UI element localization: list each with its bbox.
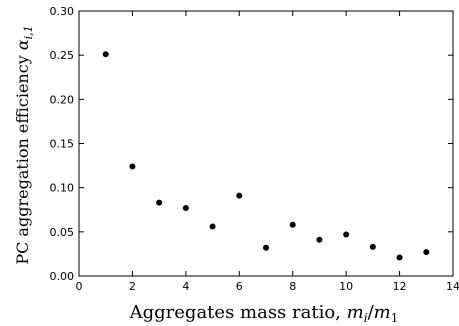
data-point [423,249,430,256]
y-tick-label: 0.10 [50,182,75,195]
plot-frame [78,10,454,277]
x-tick-label: 0 [76,280,83,293]
data-point [289,221,296,228]
y-tick-label: 0.15 [50,138,75,151]
y-tick-label: 0.00 [50,270,75,283]
data-point [343,231,350,238]
x-tick-label: 4 [182,280,189,293]
data-point [156,199,163,206]
data-point [236,192,243,199]
y-tick-label: 0.05 [50,226,75,239]
y-axis-label: PC aggregation efficiency αi,1 [13,25,35,264]
x-tick-label: 12 [393,280,407,293]
data-point [102,51,109,58]
x-tick-label: 2 [129,280,136,293]
x-tick-label: 14 [446,280,459,293]
y-tick-label: 0.20 [50,93,75,106]
x-axis-label: Aggregates mass ratio, mi/m1 [129,302,399,325]
x-tick-label: 10 [339,280,353,293]
x-tick-label: 8 [289,280,296,293]
data-point [129,163,136,170]
y-tick-label: 0.25 [50,49,75,62]
data-point [369,243,376,250]
data-point [209,223,216,230]
x-tick-label: 6 [236,280,243,293]
y-tick-label: 0.30 [50,5,75,18]
y-axis-label-text: PC aggregation efficiency [13,55,32,264]
data-point [263,244,269,251]
plot-area: 0 2 4 6 8 10 12 14 0.00 0.05 0.10 0.15 0.20 0.25 0.30 [50,5,459,293]
data-point [396,254,403,261]
data-point [182,204,189,211]
x-axis-label-text: Aggregates mass ratio, [129,302,341,323]
data-point [316,236,323,243]
